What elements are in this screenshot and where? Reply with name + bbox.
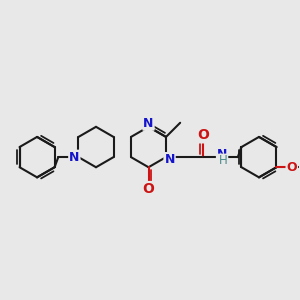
Text: H: H [219, 154, 227, 167]
Text: O: O [197, 128, 209, 142]
Text: N: N [217, 148, 227, 161]
Text: O: O [142, 182, 154, 196]
Text: N: N [164, 153, 175, 166]
Text: O: O [286, 161, 297, 174]
Text: N: N [69, 151, 80, 164]
Text: N: N [143, 117, 154, 130]
